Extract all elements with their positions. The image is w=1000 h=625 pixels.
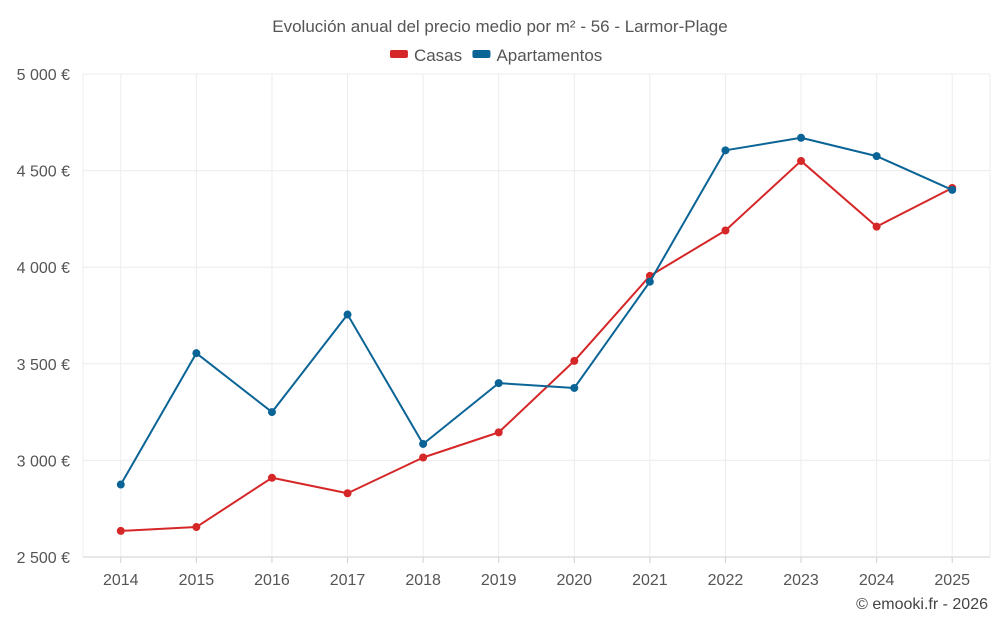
x-tick-label: 2020 bbox=[556, 572, 592, 589]
chart-title: Evolución anual del precio medio por m² … bbox=[272, 17, 727, 36]
x-tick-label: 2025 bbox=[934, 572, 970, 589]
data-point-apartamentos[interactable] bbox=[948, 185, 957, 194]
x-tick-label: 2016 bbox=[254, 572, 290, 589]
data-point-apartamentos[interactable] bbox=[797, 133, 806, 142]
data-point-casas[interactable] bbox=[494, 428, 503, 437]
data-point-casas[interactable] bbox=[267, 473, 276, 482]
credit-text: © emooki.fr - 2026 bbox=[856, 596, 988, 613]
data-point-casas[interactable] bbox=[721, 226, 730, 235]
x-tick-label: 2014 bbox=[103, 572, 139, 589]
data-point-casas[interactable] bbox=[797, 156, 806, 165]
x-tick-label: 2018 bbox=[405, 572, 441, 589]
x-tick-label: 2021 bbox=[632, 572, 668, 589]
data-point-apartamentos[interactable] bbox=[570, 383, 579, 392]
data-point-casas[interactable] bbox=[192, 523, 201, 532]
x-tick-label: 2022 bbox=[708, 572, 744, 589]
data-point-apartamentos[interactable] bbox=[343, 310, 352, 319]
data-point-casas[interactable] bbox=[872, 222, 881, 231]
data-point-apartamentos[interactable] bbox=[721, 146, 730, 155]
x-axis: 2014 2015 2016 2017 2018 2019 2020 2021 2022 2023… bbox=[103, 557, 970, 589]
data-point-apartamentos[interactable] bbox=[872, 152, 881, 161]
data-point-apartamentos[interactable] bbox=[494, 379, 503, 388]
legend-label-apartamentos[interactable]: Apartamentos bbox=[496, 46, 602, 65]
x-tick-label: 2019 bbox=[481, 572, 517, 589]
data-point-apartamentos[interactable] bbox=[267, 408, 276, 417]
x-tick-label: 2023 bbox=[783, 572, 819, 589]
legend-swatch-apartamentos bbox=[472, 50, 491, 58]
legend-label-casas[interactable]: Casas bbox=[414, 46, 462, 65]
x-tick-label: 2017 bbox=[330, 572, 366, 589]
grid bbox=[82, 73, 991, 558]
y-axis: 2 500 € 3 000 € 3 500 € 4 000 € 4 500 € 5 000… bbox=[17, 67, 70, 567]
y-tick-label: 5 000 € bbox=[17, 67, 70, 84]
y-tick-label: 3 500 € bbox=[17, 357, 70, 374]
legend: Casas Apartamentos bbox=[389, 46, 602, 65]
y-tick-label: 4 000 € bbox=[17, 260, 70, 277]
y-tick-label: 4 500 € bbox=[17, 164, 70, 181]
data-point-casas[interactable] bbox=[116, 526, 125, 535]
x-tick-label: 2015 bbox=[179, 572, 215, 589]
series-line-apartamentos bbox=[119, 136, 953, 486]
data-point-casas[interactable] bbox=[343, 489, 352, 498]
x-tick-label: 2024 bbox=[859, 572, 895, 589]
legend-swatch-casas bbox=[389, 50, 408, 58]
data-point-apartamentos[interactable] bbox=[419, 439, 428, 448]
y-tick-label: 2 500 € bbox=[17, 550, 70, 567]
y-tick-label: 3 000 € bbox=[17, 453, 70, 470]
data-point-casas[interactable] bbox=[419, 453, 428, 462]
data-point-apartamentos[interactable] bbox=[645, 277, 654, 286]
series-layer bbox=[116, 133, 957, 535]
data-point-apartamentos[interactable] bbox=[116, 480, 125, 489]
series-line-casas bbox=[120, 159, 953, 532]
data-point-apartamentos[interactable] bbox=[192, 349, 201, 358]
data-point-casas[interactable] bbox=[570, 356, 579, 365]
